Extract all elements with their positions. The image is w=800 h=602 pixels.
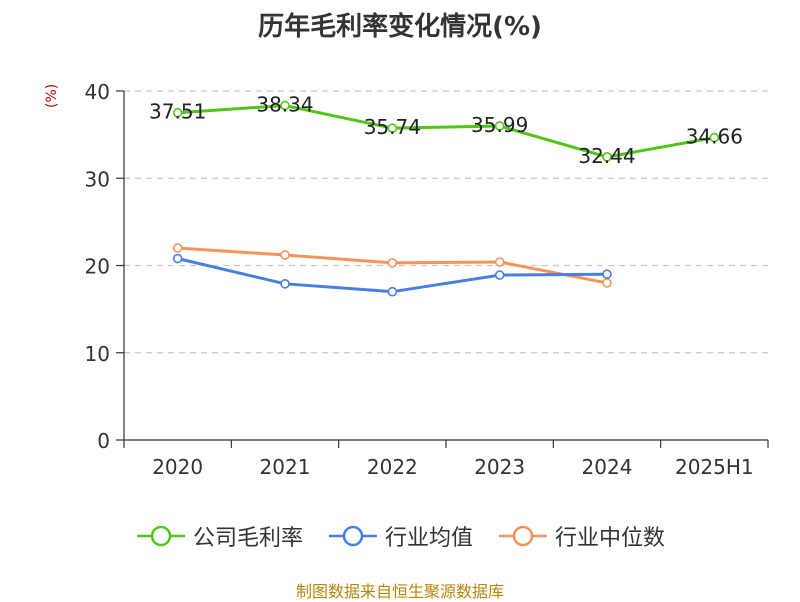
- x-tick-label: 2025H1: [675, 455, 754, 479]
- data-point: [602, 269, 612, 280]
- legend-label: 公司毛利率: [192, 526, 303, 551]
- data-point: [494, 121, 505, 131]
- data-point: [172, 253, 183, 264]
- data-point: [494, 270, 505, 280]
- x-tick-label: 2024: [582, 455, 633, 479]
- chart-title: 历年毛利率变化情况(%): [258, 12, 542, 42]
- y-tick-label: 30: [85, 167, 110, 191]
- x-tick-label: 2023: [474, 455, 525, 479]
- data-point: [387, 286, 398, 297]
- legend-marker-icon: [328, 525, 377, 547]
- line-chart: 0 10 20 30 40 2020 2021 2022 2023 2024 2025H1 37.51…: [85, 80, 769, 479]
- data-label: 34.66: [686, 125, 743, 149]
- data-point: [602, 278, 612, 288]
- legend: 公司毛利率 行业均值 行业中位数: [0, 520, 800, 552]
- data-point: [172, 243, 183, 253]
- y-tick-label: 40: [85, 80, 110, 104]
- legend-marker-icon: [136, 525, 185, 547]
- legend-item[interactable]: 公司毛利率: [135, 520, 303, 552]
- data-point: [172, 107, 183, 118]
- y-tick-label: 20: [85, 255, 110, 279]
- x-tick-label: 2022: [367, 455, 418, 479]
- y-tick-label: 10: [85, 342, 110, 366]
- source-note: 制图数据来自恒生聚源数据库: [295, 582, 504, 601]
- series-line: [177, 103, 715, 159]
- data-point: [387, 258, 398, 268]
- data-point: [602, 152, 612, 162]
- legend-label: 行业均值: [384, 526, 473, 551]
- legend-item[interactable]: 行业中位数: [497, 520, 665, 552]
- x-tick-label: 2021: [260, 455, 311, 479]
- data-point: [280, 100, 290, 111]
- legend-item[interactable]: 行业均值: [327, 520, 473, 552]
- data-point: [494, 257, 505, 267]
- data-point: [709, 132, 720, 143]
- data-point: [280, 279, 290, 289]
- legend-label: 行业中位数: [555, 526, 666, 551]
- data-point: [280, 250, 290, 260]
- data-point: [387, 123, 398, 133]
- legend-marker-icon: [499, 525, 547, 547]
- y-tick-label: 0: [97, 429, 110, 453]
- data-label: 35.74: [364, 115, 421, 139]
- data-label: 35.99: [471, 113, 528, 137]
- data-label: 38.34: [256, 92, 313, 116]
- data-label: 37.51: [149, 100, 206, 124]
- x-tick-label: 2020: [152, 455, 203, 479]
- data-label: 32.44: [578, 144, 635, 168]
